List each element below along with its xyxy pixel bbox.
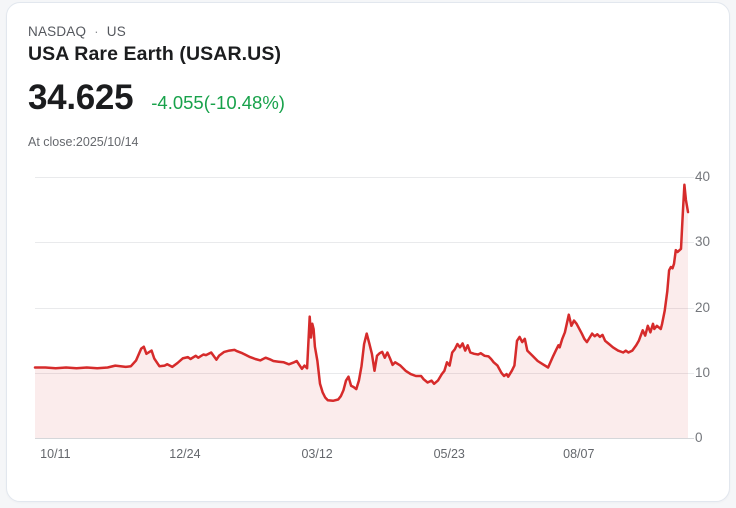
separator-dot: · <box>94 24 99 39</box>
price-line <box>33 183 690 403</box>
exchange-row: NASDAQ · US <box>28 23 126 40</box>
x-tick-label-05-23: 05/23 <box>433 447 465 461</box>
stock-quote-card: NASDAQ · US USA Rare Earth (USAR.US) 34.… <box>6 2 730 502</box>
price-area-chart[interactable] <box>33 177 690 438</box>
gridline-20 <box>35 307 694 309</box>
y-tick-label-20: 20 <box>695 299 711 315</box>
exchange-label: NASDAQ <box>28 24 87 39</box>
y-tick-label-10: 10 <box>695 364 711 380</box>
x-tick-label-03-12: 03/12 <box>301 447 333 461</box>
stock-title: USA Rare Earth (USAR.US) <box>28 43 282 65</box>
close-timestamp: At close:2025/10/14 <box>28 135 139 149</box>
x-tick-label-08-07: 08/07 <box>563 447 595 461</box>
x-tick-label-12-24: 12/24 <box>169 447 201 461</box>
gridline-0 <box>35 438 694 439</box>
price-row: 34.625 -4.055(-10.48%) <box>28 79 285 117</box>
gridline-10 <box>35 372 694 374</box>
price-area-fill <box>35 184 688 438</box>
price-change: -4.055(-10.48%) <box>151 92 285 113</box>
y-tick-label-40: 40 <box>695 169 711 184</box>
x-tick-label-10-11: 10/11 <box>40 447 71 461</box>
last-price: 34.625 <box>28 78 134 117</box>
y-tick-label-30: 30 <box>695 234 711 250</box>
price-chart: 0 10 20 30 40 10/11 12/24 03/12 05/23 08/07 <box>7 3 731 503</box>
gridline-40 <box>35 177 694 178</box>
gridline-30 <box>35 242 694 244</box>
y-tick-label-0: 0 <box>695 430 703 445</box>
region-label: US <box>106 24 126 39</box>
